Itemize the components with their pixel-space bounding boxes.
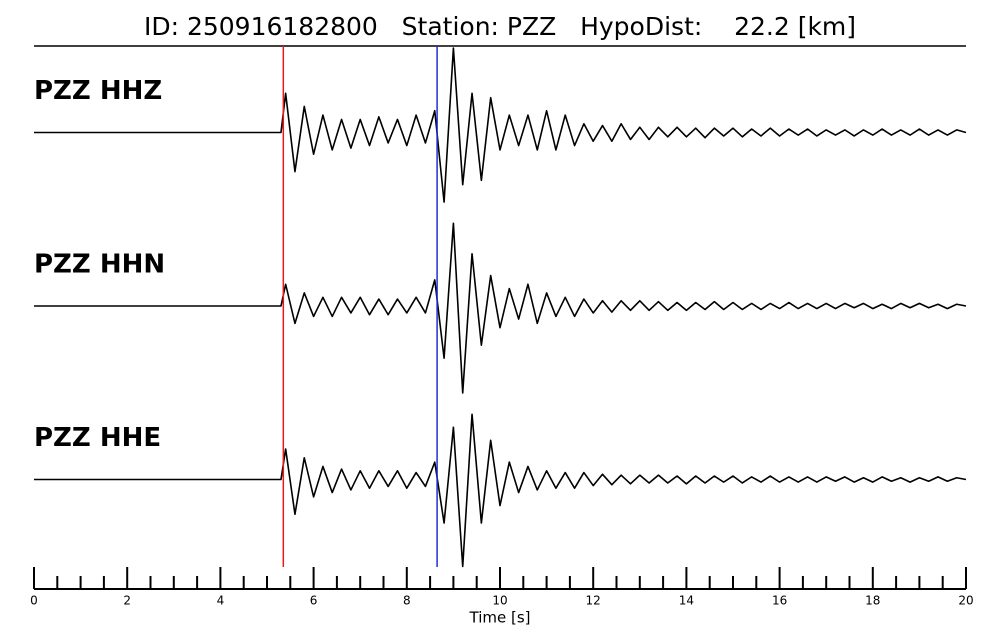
waveform	[34, 222, 967, 394]
x-tick-label: 2	[123, 594, 131, 608]
x-tick-label: 8	[403, 594, 411, 608]
x-tick-label: 16	[772, 594, 787, 608]
waveform	[34, 47, 967, 203]
x-tick-label: 12	[586, 594, 601, 608]
trace-label: PZZ HHZ	[34, 76, 162, 106]
x-tick-label: 6	[310, 594, 318, 608]
x-tick-label: 4	[217, 594, 225, 608]
x-tick-label: 20	[958, 594, 973, 608]
trace-label: PZZ HHN	[34, 250, 165, 280]
x-tick-label: 14	[679, 594, 694, 608]
x-tick-label: 10	[492, 594, 507, 608]
chart-title: ID: 250916182800 Station: PZZ HypoDist: …	[144, 12, 856, 41]
trace-label: PZZ HHE	[34, 423, 161, 453]
x-axis-label: Time [s]	[469, 609, 531, 627]
x-tick-label: 18	[865, 594, 880, 608]
x-tick-label: 0	[30, 594, 38, 608]
waveform	[34, 413, 967, 568]
